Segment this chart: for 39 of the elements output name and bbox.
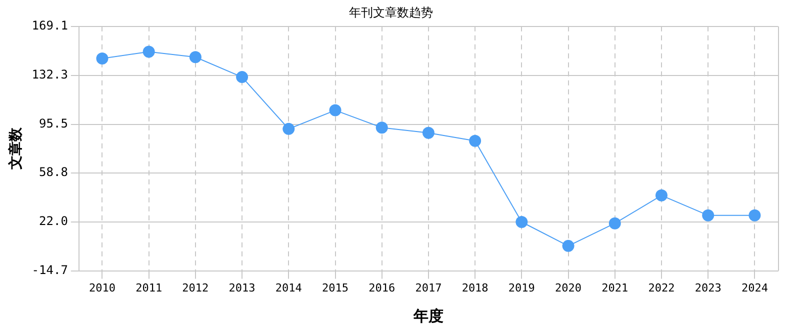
x-tick-label: 2016: [368, 281, 396, 294]
x-tick-label: 2024: [741, 281, 768, 294]
y-tick-label: 58.8: [39, 165, 68, 180]
point: [748, 209, 761, 222]
x-tick-label: 2010: [88, 281, 116, 294]
x-tick-label: 2015: [322, 281, 348, 294]
point: [469, 134, 482, 147]
chart-title: 年刊文章数趋势: [349, 5, 433, 20]
point: [702, 209, 714, 222]
y-tick-label: 95.5: [39, 116, 68, 130]
x-tick-label: 2014: [275, 281, 302, 294]
point: [96, 52, 108, 64]
point: [516, 216, 528, 228]
x-axis-title: 年度: [412, 306, 444, 325]
point: [189, 51, 202, 64]
x-tick-label: 2017: [415, 281, 442, 294]
y-tick-label: 22.0: [39, 214, 68, 228]
x-tick-label: 2023: [694, 281, 722, 294]
point: [236, 71, 248, 84]
x-tick-label: 2012: [182, 281, 209, 294]
x-tick-label: 2011: [136, 281, 162, 294]
point: [608, 217, 621, 230]
x-tick-label: 2020: [555, 281, 582, 294]
point: [655, 189, 668, 202]
x-tick-label: 2018: [462, 281, 488, 294]
point: [329, 104, 342, 116]
point: [282, 122, 295, 135]
y-axis-title: 文章数: [7, 126, 24, 171]
y-tick-label: 169.1: [32, 18, 68, 33]
y-tick-label: -14.7: [32, 262, 68, 277]
x-tick-label: 2021: [602, 281, 628, 294]
point: [562, 240, 574, 252]
point: [376, 122, 388, 134]
point: [422, 126, 434, 139]
point: [142, 46, 155, 58]
x-tick-label: 2019: [508, 281, 535, 294]
x-tick-label: 2013: [228, 281, 256, 294]
x-tick-label: 2022: [648, 281, 675, 294]
y-tick-label: 132.3: [32, 67, 68, 82]
